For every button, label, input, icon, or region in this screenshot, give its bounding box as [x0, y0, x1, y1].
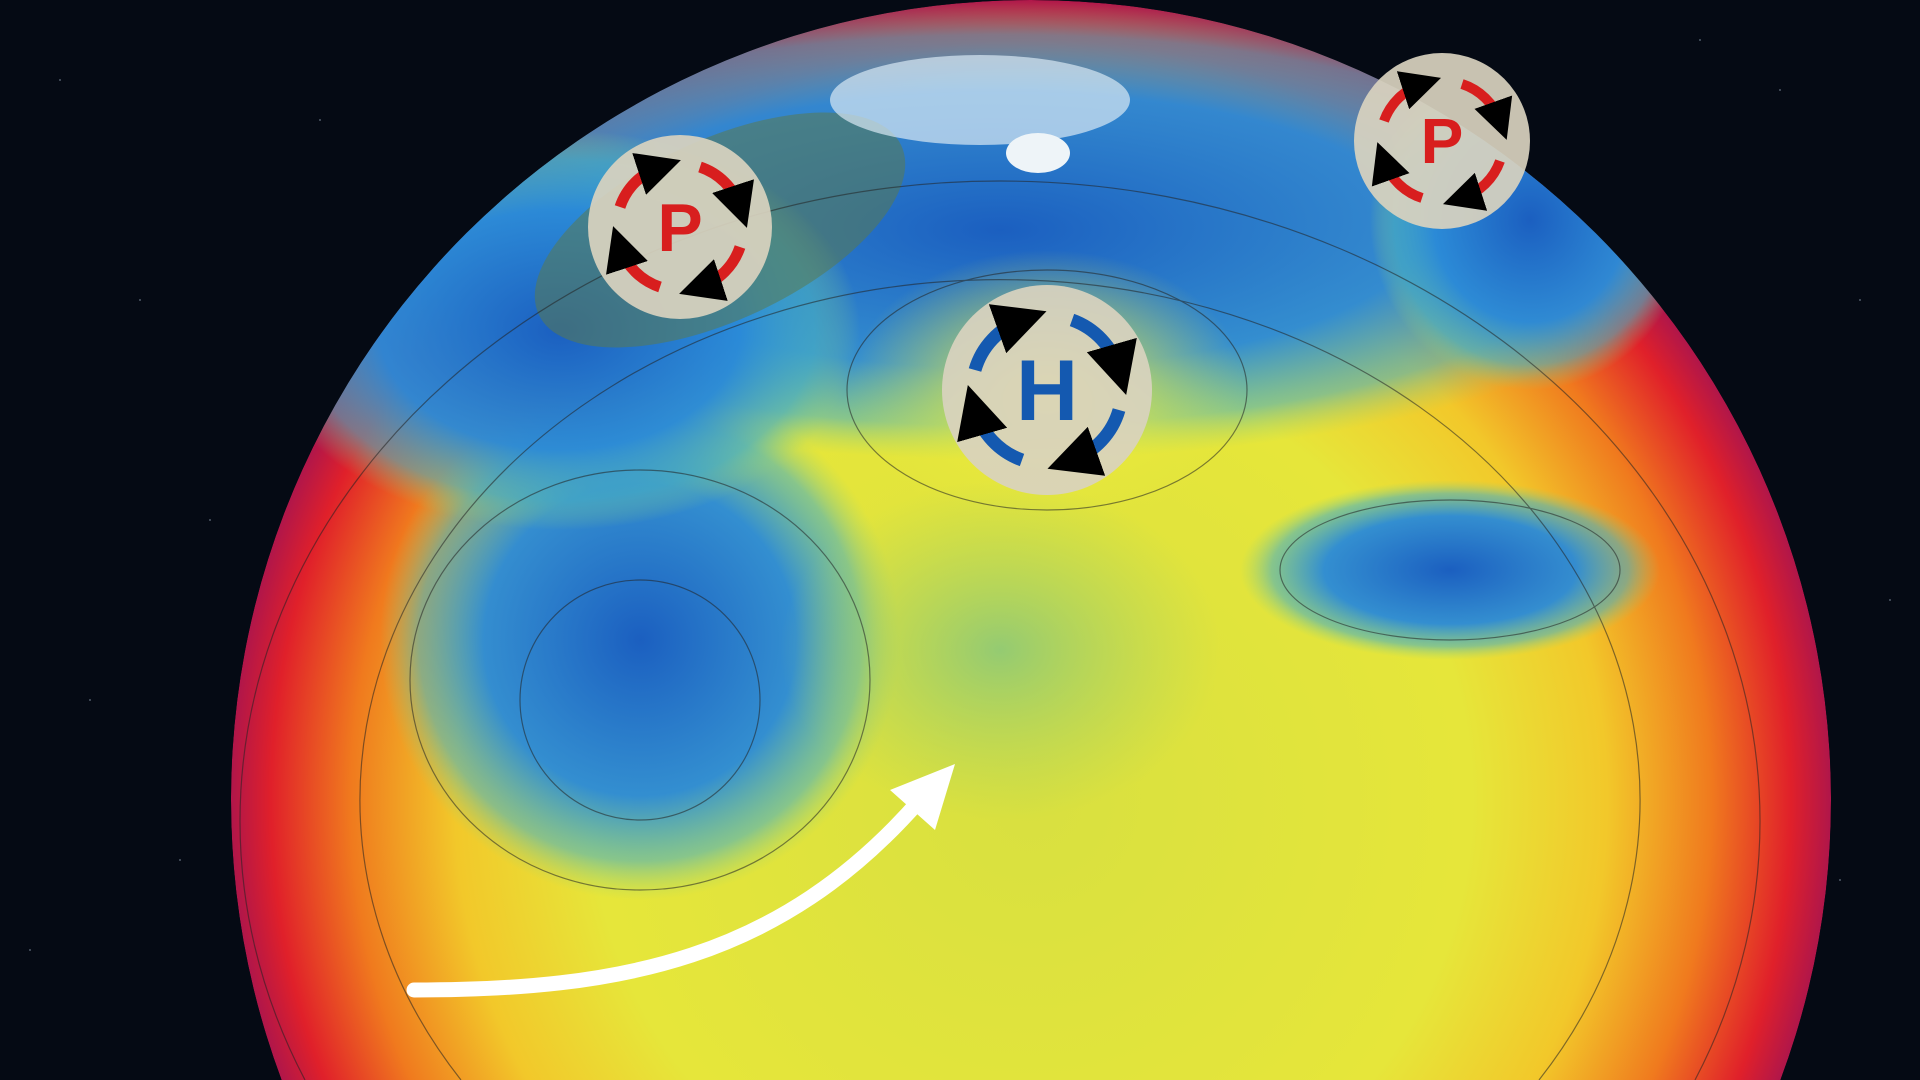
low-pressure-symbol-east: P: [1354, 53, 1530, 229]
isobars: [239, 180, 1761, 1080]
low-pressure-label: P: [657, 190, 702, 266]
curved-arrow-icon: [406, 764, 955, 998]
starfield: [29, 39, 1891, 951]
low-pressure-label: P: [1421, 105, 1464, 177]
low-pressure-symbol-west: P: [588, 135, 772, 319]
rotating-arrows-icon: [957, 304, 1137, 476]
ice-spot: [1006, 133, 1070, 173]
high-pressure-label: H: [1016, 343, 1078, 439]
rotating-arrows-icon: [606, 153, 754, 301]
europe-green-zone: [780, 480, 1220, 820]
high-pressure-symbol: H: [942, 285, 1152, 495]
russia-low-region: [1240, 480, 1660, 660]
rotating-arrows-icon: [1371, 71, 1513, 211]
ice-cap: [830, 55, 1130, 145]
